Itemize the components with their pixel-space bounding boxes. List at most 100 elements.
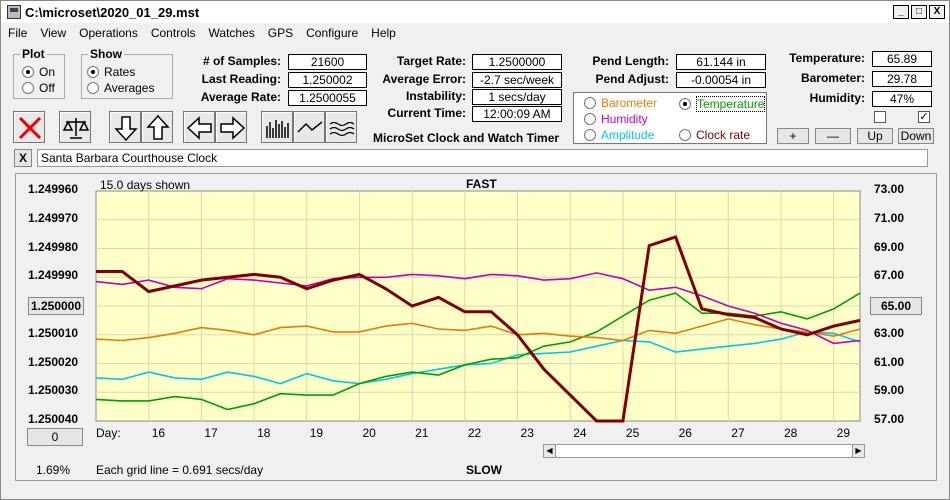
day-tick-label: 25 [625,426,640,440]
day-tick-label: 23 [520,426,534,440]
plot-group-title: Plot [22,47,45,61]
left-tick-label[interactable]: 1.250000 [28,297,84,315]
radio-selected-icon [87,66,99,78]
title-bar: C:\microset\2020_01_29.mst _ □ X [1,1,949,23]
day-tick-label: 27 [731,426,745,440]
menu-file[interactable]: File [8,26,28,40]
arrow-down-icon [114,116,138,142]
target-rate-label: Target Rate: [396,54,466,68]
series-line-amplitude [95,331,861,385]
right-tick-label: 61.00 [874,354,905,369]
scroll-right-icon[interactable]: ▶ [852,445,864,457]
menu-watches[interactable]: Watches [208,26,255,40]
day-tick-label: 20 [362,426,376,440]
left-counter[interactable]: 0 [27,428,83,446]
average-error-value: -2.7 sec/week [472,72,562,88]
horizontal-scrollbar[interactable]: ◀ ▶ [543,444,865,458]
samples-value: 21600 [288,54,367,70]
line-view-button[interactable] [293,111,325,143]
minus-button[interactable]: — [815,128,851,144]
window-title: C:\microset\2020_01_29.mst [25,4,200,20]
right-tick-label: 69.00 [874,239,905,254]
series-amplitude-radio[interactable]: Amplitude [584,128,654,142]
menu-gps[interactable]: GPS [267,26,294,40]
left-tick-label: 1.250030 [28,383,79,398]
series-clockrate-label: Clock rate [696,128,751,142]
percent-label: 1.69% [36,463,71,477]
arrow-left-button[interactable] [183,111,215,143]
day-tick-label: 18 [257,426,271,440]
plot-on-label: On [39,65,56,79]
show-rates-radio[interactable]: Rates [87,65,135,79]
series-line-humidity [95,272,861,345]
menu-controls[interactable]: Controls [150,26,196,40]
menu-configure[interactable]: Configure [306,26,359,40]
scroll-left-icon[interactable]: ◀ [544,445,556,457]
menu-view[interactable]: View [40,26,67,40]
minimize-button[interactable]: _ [893,5,909,19]
app-caption: MicroSet Clock and Watch Timer [373,131,560,145]
barometer-value: 29.78 [872,71,932,87]
menu-bar: File View Operations Controls Watches GP… [1,23,949,43]
series-humidity-radio[interactable]: Humidity [584,112,648,126]
temperature-value: 65.89 [872,51,932,67]
menu-help[interactable]: Help [371,26,396,40]
day-tick-label: 28 [783,426,798,440]
instability-value: 1 secs/day [472,89,562,105]
right-tick-label: 67.00 [874,268,905,283]
show-rates-label: Rates [104,65,136,79]
series-temperature-radio[interactable]: Temperature [679,96,766,112]
plot-off-radio[interactable]: Off [22,81,55,95]
pend-adjust-value: -0.00054 in [676,72,766,88]
bar-chart-icon [266,120,289,138]
left-tick-label: 1.249990 [28,268,79,283]
close-button[interactable]: X [929,5,945,19]
pend-length-label: Pend Length: [592,54,669,68]
right-tick-label: 73.00 [874,182,905,196]
arrow-down-button[interactable] [109,111,141,143]
up-button[interactable]: Up [857,128,893,144]
target-rate-value[interactable]: 1.2500000 [472,54,562,70]
show-averages-label: Averages [104,81,155,95]
series-clockrate-radio[interactable]: Clock rate [679,128,750,142]
day-tick-label: 22 [467,426,482,440]
left-tick-label: 1.250020 [28,354,79,369]
pend-length-value[interactable]: 61.144 in [676,54,766,70]
watch-name-input[interactable]: Santa Barbara Courthouse Clock [37,149,928,167]
samples-label: # of Samples: [202,54,281,68]
radio-selected-icon [22,66,34,78]
left-tick-label: 1.249970 [28,210,79,225]
plot-on-radio[interactable]: On [22,65,55,79]
wave-view-button[interactable] [325,111,357,143]
checkbox-2[interactable]: ✓ [918,111,930,123]
arrow-right-icon [220,116,246,140]
instability-label: Instability: [405,89,466,103]
day-tick-label: 17 [204,426,218,440]
day-prefix: Day: [96,426,121,440]
plot-group: Plot [13,47,65,99]
fast-label: FAST [466,177,497,191]
menu-operations[interactable]: Operations [79,26,138,40]
maximize-button[interactable]: □ [911,5,927,19]
radio-unselected-icon [22,82,34,94]
days-shown-label: 15.0 days shown [100,178,191,192]
temperature-label: Temperature: [789,51,865,65]
current-time-value: 12:00:09 AM [472,106,562,122]
down-button[interactable]: Down [898,128,934,144]
bar-view-button[interactable] [261,111,293,143]
right-tick-label[interactable]: 65.00 [870,297,922,315]
arrow-right-button[interactable] [215,111,247,143]
arrow-up-button[interactable] [141,111,173,143]
average-rate-value: 1.2500055 [288,90,367,106]
plus-button[interactable]: + [777,128,809,144]
checkbox-1[interactable] [874,111,886,123]
series-barometer-radio[interactable]: Barometer [584,96,657,110]
clear-button[interactable] [13,111,45,143]
show-averages-radio[interactable]: Averages [87,81,154,95]
watch-close-button[interactable]: X [14,149,32,167]
plot-area: 15.0 days shown FAST SLOW Each grid line… [15,173,937,481]
balance-button[interactable] [59,111,91,143]
left-tick-label: 1.250010 [28,325,79,340]
grid-note: Each grid line = 0.691 secs/day [96,463,264,477]
